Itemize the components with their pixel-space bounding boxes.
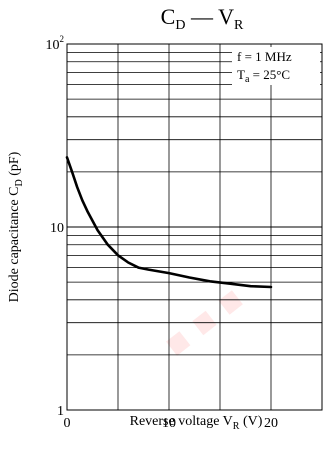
y-tick-label: 10 xyxy=(50,221,64,236)
y-axis-label: Diode capacitance CD (pF) xyxy=(7,151,25,302)
grid xyxy=(67,44,322,410)
x-tick-label: 20 xyxy=(264,416,278,431)
chart-title: CD — VR xyxy=(161,4,244,33)
annotation-text: f = 1 MHz xyxy=(237,49,292,64)
watermark: ... xyxy=(104,214,265,381)
y-tick-label: 102 xyxy=(46,34,65,53)
x-tick-label: 0 xyxy=(64,416,71,431)
x-axis-label: Reverse voltage VR (V) xyxy=(130,414,263,432)
watermark-text: ... xyxy=(104,214,265,381)
